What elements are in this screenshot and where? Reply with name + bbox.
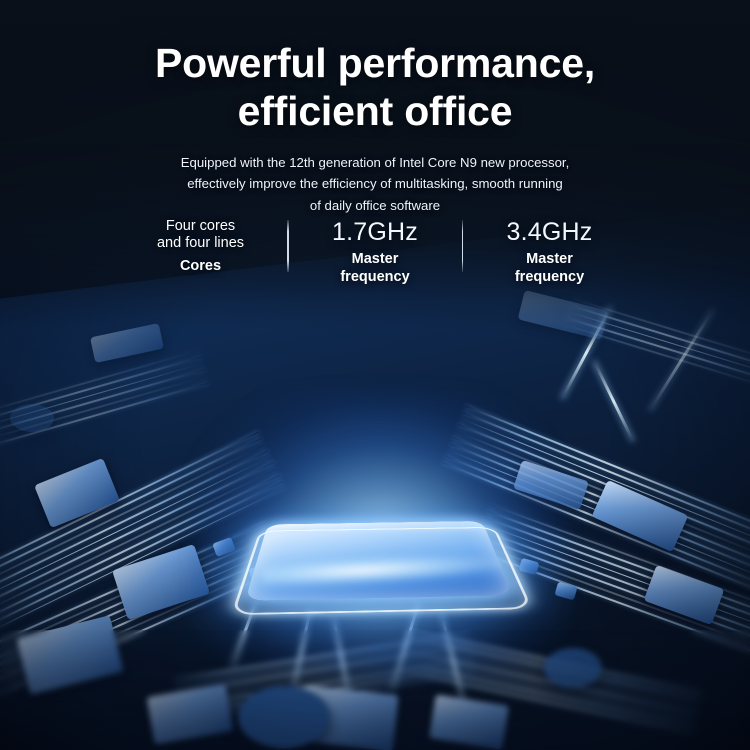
spec-value: 3.4GHz — [506, 218, 593, 246]
spec-label-line-1: Master — [351, 251, 399, 267]
spec-label: Master frequency — [515, 251, 584, 286]
spec-item-turbo-frequency: 3.4GHz Master frequency — [477, 214, 622, 286]
spec-value-line-2: and four lines — [156, 235, 245, 252]
spec-label-line-2: frequency — [340, 268, 410, 285]
headline-line-2: efficient office — [237, 87, 513, 134]
spec-label-line-1: Master — [526, 251, 573, 267]
spec-label-line-2: frequency — [514, 268, 585, 285]
spec-divider — [287, 220, 289, 272]
spec-value-line-1: Four cores — [165, 218, 236, 234]
spec-item-base-frequency: 1.7GHz Master frequency — [303, 214, 448, 286]
headline-line-1: Powerful performance, — [154, 40, 596, 86]
hero-description: Equipped with the 12th generation of Int… — [160, 152, 590, 216]
spec-item-cores: Four cores and four lines Cores — [128, 214, 273, 286]
zigzag-trace — [592, 359, 635, 443]
spec-value: Four cores and four lines — [157, 218, 244, 253]
page-title: Powerful performance, efficient office — [0, 0, 750, 136]
spec-divider — [461, 220, 463, 272]
spec-list: Four cores and four lines Cores 1.7GHz M… — [0, 214, 750, 286]
hero-content: Powerful performance, efficient office E… — [0, 0, 750, 285]
spec-label: Master frequency — [340, 251, 409, 286]
trace-bundle — [0, 349, 211, 452]
description-line-1: Equipped with the 12th generation of Int… — [180, 154, 570, 170]
description-line-2: effectively improve the efficiency of mu… — [187, 176, 563, 192]
spec-label-line-1: Cores — [179, 257, 222, 274]
capacitor — [10, 404, 54, 432]
description-line-3: of daily office software — [309, 197, 441, 213]
spec-value: 1.7GHz — [332, 218, 418, 246]
spec-label: Cores — [180, 258, 221, 276]
depth-of-field-blur — [0, 630, 750, 750]
